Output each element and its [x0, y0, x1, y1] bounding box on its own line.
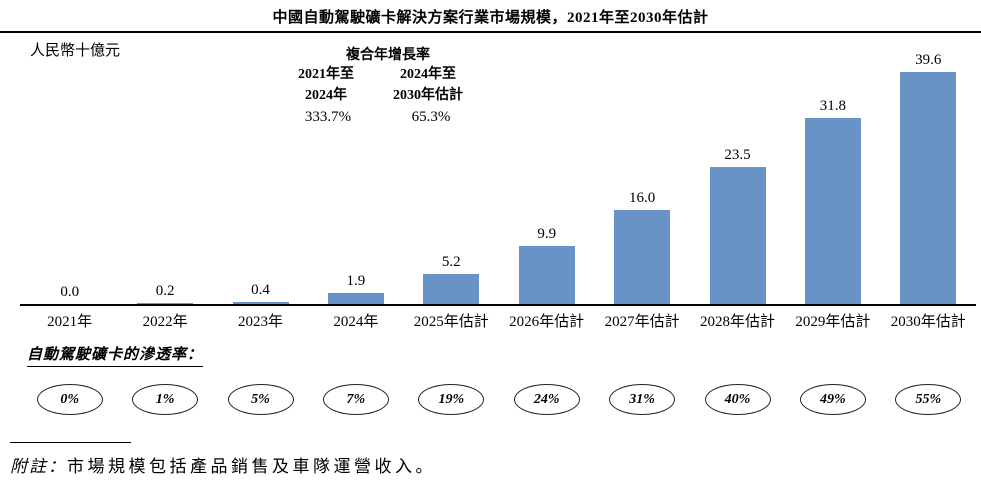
- penetration-oval: 7%: [322, 384, 389, 415]
- bar: [518, 246, 575, 304]
- x-axis-label: 2026年估計: [509, 314, 585, 330]
- penetration-oval: 24%: [513, 384, 580, 415]
- bar-value-label: 1.9: [346, 272, 366, 289]
- bar: [804, 118, 861, 304]
- bar-value-label: 0.2: [155, 282, 175, 299]
- figure-title: 中國自動駕駛礦卡解決方案行業市場規模，2021年至2030年估計: [272, 10, 709, 26]
- bar-value-label: 39.6: [915, 52, 942, 69]
- x-axis-label: 2024年: [333, 314, 379, 330]
- x-axis-label: 2025年估計: [413, 314, 489, 330]
- x-axis-line: [20, 304, 976, 306]
- cagr-period-2021-2024: 2021年至 2024年: [298, 64, 354, 106]
- bar: [137, 302, 194, 304]
- bar: [900, 72, 957, 304]
- footnote-label: 附註：: [10, 457, 67, 476]
- penetration-oval: 1%: [132, 384, 199, 415]
- cagr-period-2024-2030: 2024年至 2030年估計: [393, 64, 463, 106]
- penetration-oval: 19%: [418, 384, 485, 415]
- y-axis-unit-label: 人民幣十億元: [30, 43, 121, 59]
- footnote-divider-line: [10, 442, 131, 443]
- cagr-period-line: 2030年估計: [393, 88, 463, 103]
- bar: [614, 210, 671, 304]
- penetration-oval: 55%: [895, 384, 962, 415]
- penetration-oval: 31%: [609, 384, 676, 415]
- bar: [232, 301, 289, 304]
- bar-value-label: 16.0: [628, 190, 656, 207]
- cagr-header: 複合年增長率: [346, 48, 430, 63]
- cagr-value-2024-2030: 65.3%: [411, 109, 451, 125]
- title-divider-line: [0, 31, 981, 33]
- bar: [709, 166, 766, 304]
- bar-value-label: 31.8: [819, 98, 847, 114]
- penetration-oval: 49%: [799, 384, 866, 415]
- penetration-oval: 5%: [227, 384, 294, 415]
- bar-value-label: 0.4: [251, 281, 270, 298]
- x-axis-label: 2030年估計: [890, 314, 966, 330]
- bar-value-label: 9.9: [537, 226, 557, 243]
- x-axis-label: 2021年: [47, 314, 93, 330]
- bar-value-label: 5.2: [441, 253, 461, 270]
- x-axis-label: 2028年估計: [699, 314, 775, 330]
- x-axis-label: 2023年: [237, 314, 283, 330]
- penetration-rate-label: 自動駕駛礦卡的滲透率：: [27, 343, 204, 367]
- x-axis-label: 2027年估計: [604, 314, 680, 330]
- x-axis-label: 2029年估計: [795, 314, 871, 330]
- footnote-text: 市場規模包括產品銷售及車隊運營收入。: [67, 457, 436, 476]
- bar: [327, 292, 384, 304]
- cagr-period-line: 2024年: [305, 88, 347, 103]
- footnote: 附註：市場規模包括產品銷售及車隊運營收入。: [10, 452, 436, 477]
- penetration-oval: 40%: [704, 384, 771, 415]
- cagr-period-line: 2021年至: [298, 67, 354, 82]
- bar: [423, 273, 480, 304]
- x-axis-label: 2022年: [142, 314, 188, 330]
- penetration-oval: 0%: [36, 384, 103, 415]
- cagr-value-2021-2024: 333.7%: [304, 109, 352, 125]
- cagr-period-line: 2024年至: [400, 67, 456, 82]
- bar-value-label: 23.5: [724, 146, 751, 163]
- bar-value-label: 0.0: [60, 284, 80, 300]
